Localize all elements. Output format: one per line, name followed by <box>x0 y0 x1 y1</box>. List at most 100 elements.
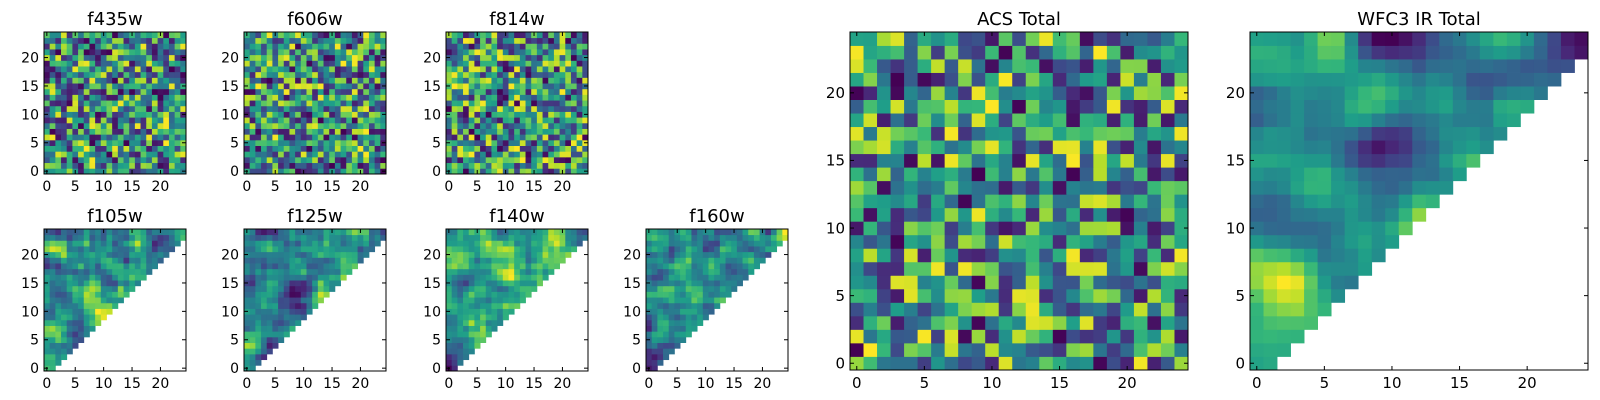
heatmap-cell <box>83 229 90 236</box>
heatmap-cell <box>714 268 721 275</box>
heatmap-cell <box>525 117 532 124</box>
heatmap-cell <box>55 66 62 73</box>
heatmap-cell <box>646 359 653 366</box>
heatmap-cell <box>474 285 481 292</box>
heatmap-cell <box>702 308 709 315</box>
y-tick-label: 10 <box>1226 219 1245 237</box>
heatmap-cell <box>283 139 290 146</box>
heatmap-cell <box>317 37 324 44</box>
heatmap-cell <box>525 54 532 61</box>
heatmap-cell <box>748 268 755 275</box>
heatmap-cell <box>863 167 878 182</box>
heatmap-cell <box>468 319 475 326</box>
heatmap-cell <box>1412 32 1427 46</box>
heatmap-cell <box>1250 342 1264 357</box>
heatmap-cell <box>95 66 102 73</box>
heatmap-cell <box>1250 275 1264 290</box>
heatmap-cell <box>295 88 302 95</box>
heatmap-cell <box>278 336 285 343</box>
heatmap-cell <box>519 94 526 101</box>
heatmap-cell <box>312 122 319 129</box>
heatmap-cell <box>680 336 687 343</box>
heatmap-cell <box>1025 86 1040 100</box>
heatmap-cell <box>317 134 324 141</box>
heatmap-cell <box>266 257 273 264</box>
heatmap-cell <box>904 32 918 46</box>
heatmap-cell <box>1277 234 1291 249</box>
heatmap-cell <box>850 72 864 87</box>
heatmap-cell <box>446 43 453 50</box>
heatmap-cell <box>1039 356 1054 371</box>
heatmap-cell <box>283 297 290 304</box>
heatmap-cell <box>559 43 566 50</box>
heatmap-cell <box>570 77 578 84</box>
heatmap-cell <box>725 257 732 264</box>
heatmap-cell <box>519 257 526 264</box>
heatmap-cell <box>1277 140 1291 155</box>
heatmap-cell <box>66 257 73 264</box>
heatmap-cell <box>502 285 509 292</box>
heatmap-cell <box>134 268 141 275</box>
heatmap-cell <box>514 77 521 84</box>
heatmap-cell <box>255 134 262 141</box>
heatmap-cell <box>266 37 273 44</box>
heatmap-cell <box>368 54 376 61</box>
heatmap-cell <box>283 54 290 61</box>
heatmap-cell <box>559 145 566 152</box>
heatmap-cell <box>1012 315 1027 330</box>
heatmap-cell <box>66 37 73 44</box>
heatmap-cell <box>140 139 147 146</box>
heatmap-cell <box>468 280 475 287</box>
heatmap-cell <box>1079 261 1094 276</box>
heatmap-cell <box>451 54 458 61</box>
heatmap-cell <box>368 156 376 164</box>
heatmap-cell <box>944 207 959 222</box>
heatmap-cell <box>1371 59 1386 73</box>
heatmap-cell <box>1263 153 1278 168</box>
heatmap-cell <box>998 248 1013 263</box>
heatmap-cell <box>719 285 726 292</box>
heatmap-cell <box>1093 59 1108 73</box>
heatmap-cell <box>497 111 504 118</box>
heatmap-cell <box>485 331 492 338</box>
heatmap-cell <box>904 342 918 357</box>
y-tick-label: 5 <box>30 136 39 152</box>
heatmap-cell <box>61 37 68 44</box>
heatmap-cell <box>468 83 475 90</box>
heatmap-cell <box>289 94 296 101</box>
heatmap-cell <box>725 251 732 258</box>
heatmap-cell <box>576 43 583 50</box>
heatmap-cell <box>334 32 341 39</box>
heatmap-cell <box>651 297 658 304</box>
heatmap-cell <box>1344 248 1359 263</box>
heatmap-cell <box>346 71 353 78</box>
heatmap-cell <box>266 263 273 270</box>
heatmap-cell <box>249 325 256 332</box>
heatmap-cell <box>1079 72 1094 87</box>
heatmap-cell <box>497 77 504 84</box>
heatmap-cell <box>1174 153 1189 168</box>
heatmap-cell <box>697 302 704 309</box>
heatmap-cell <box>576 77 583 84</box>
heatmap-cell <box>312 246 319 253</box>
heatmap-cell <box>112 88 119 95</box>
heatmap-cell <box>570 66 578 73</box>
heatmap-cell <box>346 100 353 107</box>
heatmap-cell <box>904 113 918 128</box>
heatmap-cell <box>958 45 973 60</box>
heatmap-cell <box>725 280 732 287</box>
heatmap-cell <box>1052 45 1067 60</box>
heatmap-cell <box>457 94 464 101</box>
heatmap-cell <box>451 139 458 146</box>
x-tick-label: 15 <box>123 179 141 195</box>
heatmap-cell <box>663 336 670 343</box>
heatmap-cell <box>374 134 381 141</box>
heatmap-cell <box>380 151 387 158</box>
heatmap-cell <box>283 229 290 236</box>
heatmap-cell <box>323 54 330 61</box>
heatmap-cell <box>657 348 664 355</box>
heatmap-cell <box>514 60 521 67</box>
heatmap-cell <box>363 43 370 50</box>
heatmap-cell <box>877 72 891 87</box>
heatmap-cell <box>468 229 475 236</box>
